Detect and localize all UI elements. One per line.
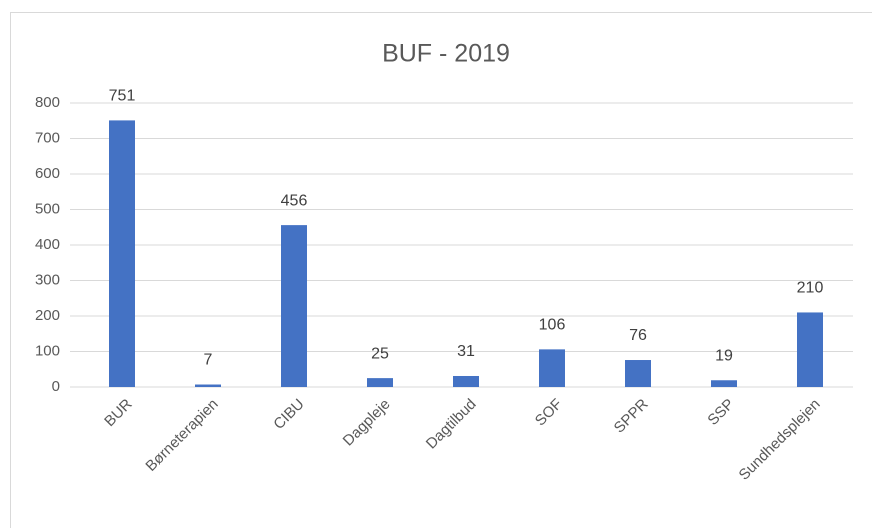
data-label: 106 <box>539 317 566 334</box>
chart-title: BUF - 2019 <box>382 40 510 68</box>
data-label: 25 <box>371 345 389 362</box>
bar <box>625 360 651 387</box>
bar <box>539 349 565 387</box>
bar <box>797 312 823 387</box>
bar <box>195 384 221 387</box>
data-label: 19 <box>715 347 733 364</box>
bar <box>109 120 135 388</box>
y-tick-label: 0 <box>52 378 60 395</box>
y-tick-label: 800 <box>35 94 60 111</box>
data-label: 210 <box>797 280 824 297</box>
y-tick-label: 400 <box>35 236 60 253</box>
y-tick-label: 100 <box>35 342 60 359</box>
y-tick-label: 700 <box>35 129 60 146</box>
y-tick-label: 200 <box>35 307 60 324</box>
data-label: 76 <box>629 327 647 344</box>
chart-frame <box>10 12 872 528</box>
y-tick-label: 500 <box>35 200 60 217</box>
y-tick-label: 300 <box>35 271 60 288</box>
bar <box>281 225 307 387</box>
bar <box>453 375 479 387</box>
data-label: 31 <box>457 343 475 360</box>
data-label: 7 <box>204 352 213 369</box>
bar <box>367 378 393 387</box>
data-label: 456 <box>281 192 308 209</box>
y-tick-label: 600 <box>35 165 60 182</box>
data-label: 751 <box>109 88 136 105</box>
bar <box>711 380 737 387</box>
